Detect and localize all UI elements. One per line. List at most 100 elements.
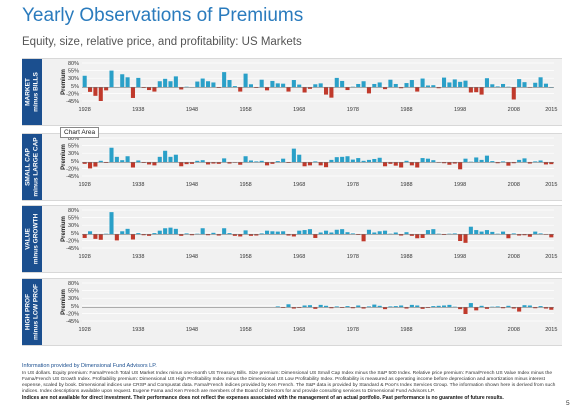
bar-2003: [484, 78, 489, 88]
bar-1983: [377, 305, 382, 308]
y-axis-label: Premium: [61, 69, 67, 95]
bar-1991: [420, 78, 425, 88]
bar-1945: [173, 228, 178, 235]
bar-2005: [495, 233, 500, 235]
chart-profitability[interactable]: 80% 55%30% 5%-20% -45% Premium 1928 1938 1948 19…: [42, 279, 562, 345]
bar-1992: [425, 158, 430, 163]
bar-2005: [495, 86, 500, 88]
bar-2004: [490, 84, 495, 88]
bar-1967: [291, 307, 296, 309]
bar-1974: [329, 159, 334, 163]
bar-2007: [506, 162, 511, 166]
x-tick-label: 2008: [508, 327, 520, 333]
bar-2009: [517, 307, 522, 312]
bar-1987: [399, 305, 404, 308]
bar-1971: [313, 307, 318, 309]
bar-1979: [356, 234, 361, 235]
bar-1984: [383, 230, 388, 235]
bar-1979: [356, 158, 361, 163]
bar-1968: [297, 154, 302, 163]
x-tick-label: 1928: [79, 254, 91, 260]
bar-1981: [366, 87, 371, 94]
chart-market[interactable]: 80% 55%30% 5%-20% -45% Premium 1928 1938 1948 19…: [42, 59, 562, 125]
bar-2003: [484, 230, 489, 235]
bar-1998: [458, 234, 463, 242]
bar-1992: [425, 230, 430, 235]
bar-2001: [474, 157, 479, 163]
bar-2008: [511, 233, 516, 235]
x-tick-label: 2015: [545, 107, 557, 113]
bar-1985: [388, 162, 393, 164]
bar-1971: [313, 84, 318, 88]
bar-1969: [302, 87, 307, 93]
bar-1999: [463, 234, 468, 243]
bar-2011: [527, 162, 532, 164]
chart-size[interactable]: 80% 55%30% 5%-20% -45% Premium 1928 1938 1948 19…: [42, 134, 562, 200]
y-tick-label: 30%: [68, 296, 79, 302]
bar-1999: [463, 80, 468, 88]
bar-2003: [484, 307, 489, 309]
y-tick-label: -20%: [66, 238, 79, 244]
bar-1954: [222, 158, 227, 163]
x-tick-label: 1998: [454, 254, 466, 260]
bar-1984: [383, 307, 388, 310]
bar-1982: [372, 304, 377, 308]
bar-1936: [125, 77, 130, 88]
x-tick-label: 1968: [293, 182, 305, 188]
bar-1999: [463, 307, 468, 315]
footer: Information provided by Dimensional Fund…: [22, 363, 562, 401]
bar-1928: [82, 162, 87, 164]
y-tick-label: -20%: [66, 311, 79, 317]
bar-1933: [109, 70, 114, 88]
bar-1943: [163, 150, 168, 163]
x-tick-label: 1978: [347, 327, 359, 333]
bar-2010: [522, 158, 527, 163]
footer-source: Information provided by Dimensional Fund…: [22, 363, 157, 369]
bar-1949: [195, 160, 200, 163]
panel-label-line2: minus GROWTH: [32, 213, 39, 265]
y-tick-label: 5%: [71, 231, 79, 237]
panel-label-text: MARKET minus BILLS: [25, 72, 40, 112]
chart-value[interactable]: 80% 55%30% 5%-20% -45% Premium 1928 1938 1948 19…: [42, 206, 562, 272]
bar-1947: [184, 162, 189, 165]
y-tick-label: 30%: [68, 76, 79, 82]
y-tick-label: 30%: [68, 223, 79, 229]
y-tick-label: 55%: [68, 216, 79, 222]
bar-1955: [227, 80, 232, 88]
bar-1980: [361, 81, 366, 88]
bar-2015: [549, 162, 554, 165]
bar-1999: [463, 158, 468, 163]
bar-2010: [522, 234, 527, 236]
bar-1932: [104, 233, 109, 235]
bar-2014: [543, 83, 548, 88]
x-tick-label: 1978: [347, 107, 359, 113]
bar-2002: [479, 87, 484, 95]
bar-1960: [254, 161, 259, 163]
bar-1981: [366, 229, 371, 235]
bar-2015: [549, 307, 554, 310]
bar-2012: [533, 82, 538, 88]
bar-1965: [281, 231, 286, 235]
bar-1990: [415, 305, 420, 308]
bar-2009: [517, 234, 522, 236]
bar-1938: [136, 233, 141, 235]
x-tick-label: 1988: [400, 107, 412, 113]
bar-1966: [286, 234, 291, 236]
bar-1997: [452, 233, 457, 235]
bar-2007: [506, 86, 511, 88]
bar-2013: [538, 233, 543, 235]
bar-1970: [307, 162, 312, 166]
bar-1995: [442, 234, 447, 235]
bar-1945: [173, 154, 178, 163]
bar-1996: [447, 162, 452, 165]
bar-1997: [452, 162, 457, 164]
bar-2013: [538, 160, 543, 163]
bar-2010: [522, 82, 527, 88]
bar-1946: [179, 234, 184, 236]
bar-1979: [356, 305, 361, 308]
bar-1940: [147, 162, 152, 165]
x-tick-label: 1938: [132, 107, 144, 113]
bar-2002: [479, 159, 484, 163]
panel-label-line1: SMALL CAP: [24, 148, 32, 186]
bar-2001: [474, 230, 479, 235]
